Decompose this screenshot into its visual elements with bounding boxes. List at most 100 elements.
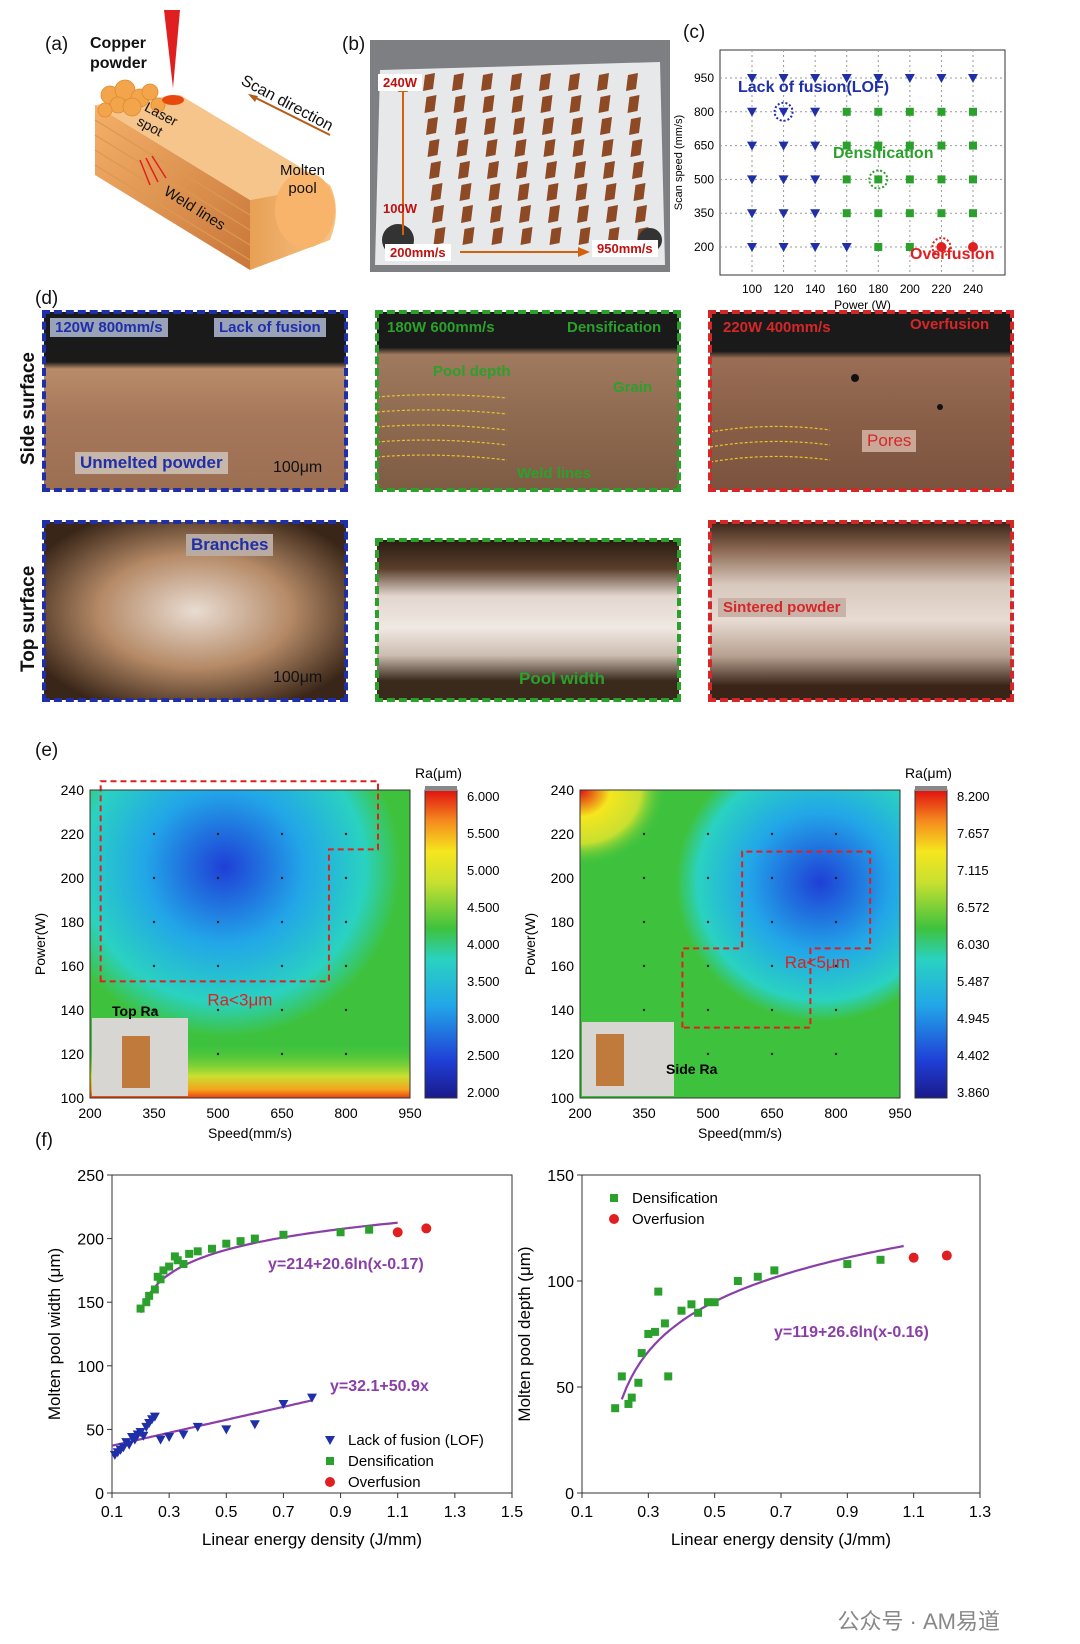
sample-block	[569, 95, 582, 113]
inset-photo	[582, 1022, 674, 1096]
y-axis-label: Scan speed (mm/s)	[673, 115, 685, 210]
data-point	[874, 107, 883, 116]
y-axis-label: Power(W)	[32, 913, 48, 975]
sample-dot	[280, 920, 284, 924]
y-tick-label: 100	[547, 1274, 574, 1291]
sample-dot	[280, 1008, 284, 1012]
annot-dens: Densification	[833, 145, 933, 162]
sample-block	[485, 139, 498, 157]
highlight-circle	[931, 237, 952, 257]
fit-curve	[111, 1399, 313, 1447]
data-point	[778, 74, 789, 83]
y-tick-label: 220	[61, 826, 85, 842]
data-point	[644, 1330, 653, 1338]
side3-params: 220W 400mm/s	[723, 319, 831, 336]
data-point	[193, 1247, 202, 1256]
colorbar-tick: 5.000	[467, 863, 500, 878]
data-point	[208, 1244, 216, 1253]
x-tick-label: 1.3	[969, 1504, 991, 1521]
sample-block	[511, 95, 524, 113]
side1-state: Lack of fusion	[214, 318, 326, 337]
data-point	[873, 74, 884, 83]
data-point	[249, 1420, 260, 1430]
x-axis-label: Speed(mm/s)	[208, 1125, 292, 1141]
region-label: Ra<3μm	[207, 991, 272, 1010]
power-low-tag: 100W	[383, 201, 417, 216]
colorbar-tick: 4.402	[957, 1048, 990, 1063]
y-axis-label: Power(W)	[522, 913, 538, 975]
plot-frame	[719, 49, 1006, 276]
build-plate-samples	[375, 62, 665, 265]
fit-equation: y=119+26.6ln(x-0.16)	[774, 1324, 929, 1341]
x-tick-label: 350	[142, 1105, 166, 1121]
y-axis-label: Molten pool depth (μm)	[515, 1246, 534, 1421]
data-point	[694, 1308, 703, 1317]
inset-label: Top Ra	[112, 1003, 159, 1019]
colorbar-tick: 4.945	[957, 1011, 990, 1026]
weld-line-curves	[377, 394, 508, 461]
sample-block	[598, 95, 611, 113]
sample-dot	[834, 920, 838, 924]
sample-dot	[706, 1052, 710, 1056]
sample-block	[517, 183, 530, 201]
data-point	[637, 1349, 646, 1358]
sample-block	[542, 117, 554, 135]
sample-dot	[706, 832, 710, 836]
data-point	[937, 209, 946, 218]
sample-block	[601, 139, 614, 157]
colorbar-tick: 6.572	[957, 900, 990, 915]
y-tick-label: 250	[77, 1168, 104, 1185]
sample-block	[484, 117, 496, 135]
sample-block	[543, 139, 556, 157]
colorbar	[914, 789, 948, 1099]
colorbar-tick: 2.000	[467, 1085, 500, 1100]
panel-f-left-width-plot: 0.1 0.3 0.5 0.7 0.9 1.1 1.3 1.5 0 50 100 150 200 250 L…	[45, 1168, 523, 1549]
x-tick-label: 800	[824, 1105, 848, 1121]
x-axis-label: Speed(mm/s)	[698, 1125, 782, 1141]
data-point	[155, 1435, 166, 1445]
y-tick-label: 50	[86, 1422, 104, 1439]
sample-block	[426, 117, 438, 135]
data-point	[747, 175, 757, 185]
data-point	[611, 1404, 620, 1413]
sample-dot	[216, 920, 220, 924]
data-point	[842, 209, 851, 218]
data-point	[905, 243, 914, 251]
data-point	[250, 1234, 259, 1243]
sample-block	[519, 205, 531, 223]
x-tick-label: 240	[963, 282, 983, 296]
colorbar-tick: 6.030	[957, 937, 990, 952]
y-tick-label: 650	[694, 139, 714, 153]
sample-block	[632, 161, 644, 179]
sample-block	[452, 73, 464, 91]
legend-entry: Lack of fusion (LOF)	[348, 1432, 484, 1449]
sample-block	[606, 205, 618, 223]
x-axis-label: Power (W)	[834, 298, 891, 312]
legend-entry: Densification	[632, 1190, 718, 1207]
data-point	[874, 243, 883, 251]
y-tick-label: 220	[551, 826, 575, 842]
annot-over: Overfusion	[910, 246, 994, 263]
data-point	[365, 1225, 374, 1234]
inset-sample	[122, 1036, 150, 1088]
sample-block	[572, 139, 585, 157]
top-surface-label: Top surface	[18, 565, 39, 672]
x-tick-label: 650	[270, 1105, 294, 1121]
colorbar-tick: 3.860	[957, 1085, 990, 1100]
sample-dot	[642, 964, 646, 968]
sample-block	[635, 205, 647, 223]
panel-a-label: (a)	[45, 34, 69, 55]
data-point	[421, 1223, 432, 1234]
data-point	[969, 141, 977, 150]
sample-block	[423, 73, 435, 91]
sample-block	[546, 183, 559, 201]
top1-note: Branches	[186, 534, 274, 556]
data-point	[747, 107, 757, 117]
data-point	[904, 74, 915, 83]
watermark: 公众号 · AM易道	[837, 1609, 1000, 1634]
top3-note: Sintered powder	[718, 598, 846, 617]
sample-dot	[706, 964, 710, 968]
data-point	[842, 141, 851, 150]
data-point	[842, 107, 851, 116]
sample-dot	[152, 832, 156, 836]
